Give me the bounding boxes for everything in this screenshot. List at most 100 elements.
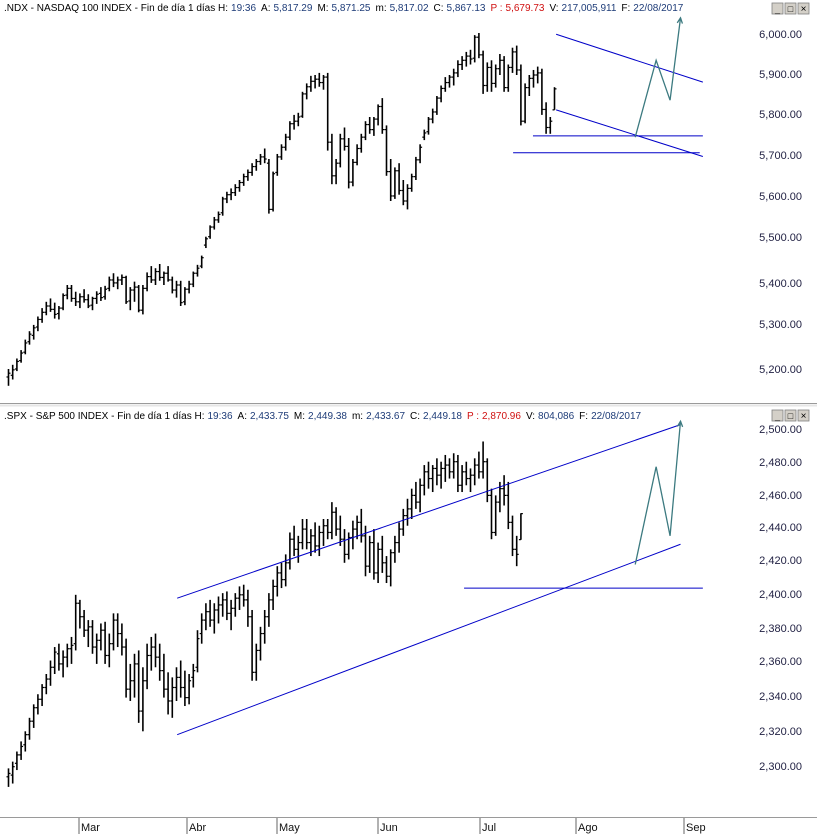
panel1-ohlc-bar: [371, 117, 376, 136]
panel1-period: Fin de día 1 días: [141, 3, 216, 14]
panel2-ohlc-bar: [262, 609, 267, 644]
panel2-ohlc-bar: [481, 441, 486, 479]
panel2-ytick: 2,340.00: [759, 691, 802, 703]
panel2-ohlc-bar: [476, 451, 481, 479]
panel1-ohlc-bar: [300, 91, 305, 118]
panel2-ohlc-bar: [371, 529, 376, 580]
panel2-ohlc-bar: [384, 556, 389, 584]
panel1-ohlc-bar: [283, 133, 288, 151]
panel2-ohlc-bar: [313, 522, 318, 553]
panel1-ohlc-bar: [149, 266, 154, 283]
panel1-ohlc-bar: [65, 285, 70, 300]
panel1-ohlc-bar: [451, 68, 456, 86]
panel1-ohlc-bar: [548, 117, 553, 134]
panel1-ohlc-bar: [153, 268, 158, 285]
panel1-ohlc-bar: [304, 83, 309, 100]
panel1-ohlc-bar: [191, 271, 196, 288]
panel2-ohlc-bar: [82, 609, 87, 637]
panel1-ohlc-bar: [233, 184, 238, 196]
panel2-ohlc-bar: [220, 593, 225, 617]
panel2-ytick: 2,420.00: [759, 555, 802, 567]
panel2-close-button[interactable]: ×: [797, 409, 810, 422]
panel1-ohlc-bar: [90, 296, 95, 311]
panel1-ohlc-bar: [98, 287, 103, 301]
panel1-ohlc-bar: [199, 255, 204, 269]
panel1-ohlc-bar: [325, 72, 330, 151]
panel1-ohlc-bar: [531, 69, 536, 88]
panel1-ohlc-bar: [455, 60, 460, 78]
panel1-ohlc-bar: [124, 275, 129, 304]
panel2-ohlc-bar: [48, 660, 53, 686]
panel2-title: .SPX - S&P 500 INDEX - Fin de día 1 días…: [4, 411, 642, 422]
panel1-ohlc-bar: [82, 289, 87, 303]
panel2-ohlc-bar: [124, 638, 129, 698]
panel1-close: 5,867.13: [447, 3, 486, 14]
panel1-ohlc-bar: [10, 364, 15, 380]
panel1-ohlc-bar: [170, 276, 175, 294]
panel1-close-button[interactable]: ×: [797, 2, 810, 15]
panel2-ohlc-bar: [19, 741, 24, 760]
panel1-ytick: 5,200.00: [759, 364, 802, 376]
panel2-ytick: 2,480.00: [759, 457, 802, 469]
panel2-ohlc-bar: [56, 643, 61, 671]
panel1-ohlc-bar: [359, 133, 364, 153]
panel1-p: 5,679.73: [506, 3, 545, 14]
panel1-ohlc-bar: [52, 302, 57, 319]
panel1-ohlc-bar: [439, 85, 444, 103]
panel2-ohlc-bar: [355, 515, 360, 540]
panel2-ohlc-bar: [149, 636, 154, 671]
panel2-ohlc-bar: [250, 609, 255, 681]
panel1-minimize-button[interactable]: _: [771, 2, 784, 15]
panel2-ohlc-bar: [115, 613, 120, 648]
panel2-ohlc-bar: [304, 518, 309, 550]
panel1-ohlc-bar: [535, 66, 540, 84]
x-tick-month: Jun: [380, 822, 398, 834]
panel1-ohlc-bar: [334, 159, 339, 185]
panel1-ohlc-bar: [266, 159, 271, 214]
panel2-ytick: 2,380.00: [759, 623, 802, 635]
panel2-ohlc-bar: [401, 508, 406, 536]
panel2-ohlc-bar: [224, 591, 229, 621]
panel1-ohlc-bar: [6, 369, 11, 386]
panel1-ohlc-bar: [245, 169, 250, 181]
panel1-ohlc-bar: [69, 285, 74, 302]
panel1-ohlc-bar: [346, 138, 351, 189]
panel1-ohlc-bar: [502, 56, 507, 92]
panel2-symbol: .SPX: [4, 411, 27, 422]
panel2-y-axis: 2,500.00 2,480.00 2,460.00 2,440.00 2,42…: [759, 424, 802, 773]
panel2-ohlc-bar: [69, 636, 74, 664]
panel1-ohlc-bar: [111, 273, 116, 288]
x-tick-month: May: [279, 822, 300, 834]
panel1-ohlc-bar: [468, 49, 473, 65]
panel1-maximize-button[interactable]: □: [784, 2, 797, 15]
panel1-ohlc-bar: [376, 104, 381, 126]
panel1-open: 5,817.29: [274, 3, 313, 14]
x-tick-month: Sep: [686, 822, 706, 834]
panel2-minimize-button[interactable]: _: [771, 409, 784, 422]
panel1-ohlc-bar: [552, 87, 557, 111]
panel1-ohlc-bar: [254, 159, 259, 171]
panel1-projection-arrowhead: [676, 16, 684, 24]
panel2-ohlc-bar: [329, 502, 334, 540]
panel2-ohlc-bar: [166, 672, 171, 715]
panel2-ohlc-bar: [44, 674, 49, 695]
panel2-projection-arrowhead: [676, 419, 684, 428]
panel2-ohlc-bar: [208, 599, 213, 627]
panel1-ohlc-bar: [94, 291, 99, 304]
maximize-icon: □: [788, 4, 794, 14]
panel2-ohlc-bar: [52, 647, 57, 675]
panel2-ohlc-bar: [346, 532, 351, 560]
panel1-ohlc-bar: [132, 281, 137, 302]
panel1-ytick: 5,400.00: [759, 278, 802, 290]
panel1-ohlc-bar: [355, 144, 360, 166]
panel1-ohlc-bar: [61, 293, 66, 311]
panel2-ohlc-bar: [266, 593, 271, 627]
panel2-ohlc-bar: [292, 525, 297, 557]
panel1-ohlc-bar: [178, 280, 183, 306]
panel2-maximize-button[interactable]: □: [784, 409, 797, 422]
panel1-ohlc-bar: [19, 350, 24, 363]
panel2-high: 2,449.38: [308, 411, 347, 422]
panel1-ohlc-bar: [350, 159, 355, 187]
panel1-ohlc-bar: [103, 285, 108, 300]
panel1-y-axis: 6,000.00 5,900.00 5,800.00 5,700.00 5,60…: [759, 29, 802, 376]
